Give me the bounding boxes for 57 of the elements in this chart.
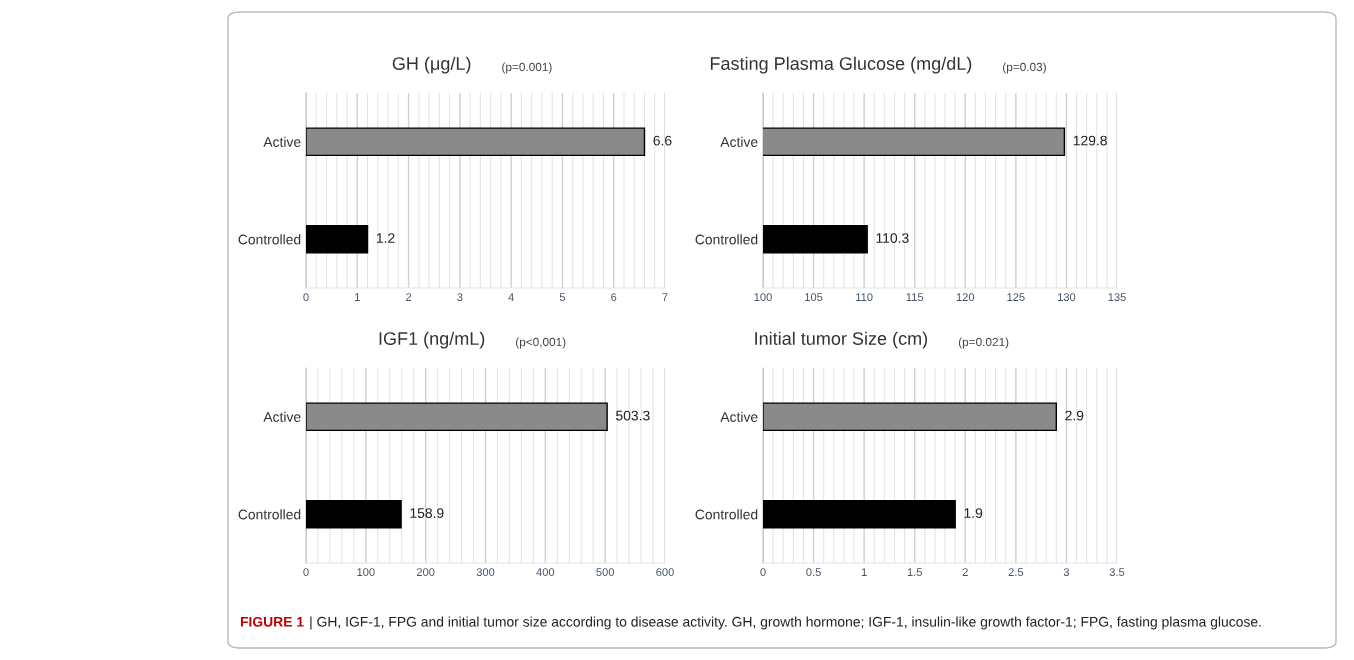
- chart-title: Fasting Plasma Glucose (mg/dL): [710, 56, 972, 74]
- text: (p=0.021): [958, 337, 1009, 349]
- x-tick-label: 0: [303, 568, 309, 577]
- text: (p=0.03): [1003, 62, 1046, 74]
- x-tick-label: 2.5: [1008, 568, 1024, 577]
- y-tick-label: Controlled: [238, 234, 301, 245]
- y-tick-label: Active: [720, 136, 758, 147]
- x-tick-label: 1.5: [907, 568, 922, 577]
- text: (p<0,001): [516, 337, 566, 349]
- x-tick-label: 3.5: [1109, 568, 1125, 577]
- x-tick-label: 400: [536, 568, 555, 577]
- x-tick-label: 0.5: [806, 568, 821, 577]
- chart-title: IGF1 (ng/mL): [379, 331, 485, 349]
- x-tick-label: 0: [303, 293, 309, 302]
- x-tick-label: 0: [760, 568, 766, 577]
- x-tick-label: 600: [656, 568, 674, 577]
- y-tick-label: Controlled: [695, 509, 758, 520]
- x-tick-label: 500: [596, 568, 614, 577]
- y-tick-label: Active: [720, 411, 758, 422]
- data-label: 503.3: [616, 410, 650, 421]
- x-tick-label: 6: [611, 293, 617, 302]
- x-tick-label: 2: [406, 293, 412, 301]
- x-tick-label: 4: [508, 293, 514, 301]
- x-tick-label: 105: [805, 293, 823, 302]
- x-tick-label: 1: [861, 568, 867, 576]
- text: | GH, IGF-1, FPG and initial tumor size according to disease activity. GH, growth hormone; IGF-1, insulin-like growth factor-1; FPG, fasting plasma glucose.: [310, 616, 1261, 630]
- data-label: 6.6: [653, 135, 672, 146]
- x-tick-label: 200: [416, 568, 435, 577]
- x-tick-label: 100: [357, 568, 375, 577]
- x-tick-label: 3: [1063, 568, 1070, 577]
- caption: FIGURE 1: [240, 616, 304, 627]
- data-label: 1.9: [964, 508, 983, 518]
- chart-title: GH (μg/L): [392, 56, 471, 74]
- x-tick-label: 130: [1058, 293, 1076, 302]
- y-tick-label: Active: [263, 411, 301, 422]
- y-tick-label: Active: [263, 136, 301, 147]
- x-tick-label: 100: [754, 293, 772, 302]
- x-tick-label: 2: [962, 568, 968, 576]
- x-tick-label: 120: [956, 293, 975, 302]
- y-tick-label: Controlled: [695, 234, 758, 245]
- x-tick-label: 7: [662, 293, 668, 301]
- data-label: 2.9: [1065, 410, 1084, 421]
- x-tick-label: 125: [1007, 293, 1025, 302]
- data-label: 110.3: [876, 233, 909, 243]
- x-tick-label: 115: [906, 293, 924, 302]
- x-tick-label: 3: [457, 293, 463, 302]
- x-tick-label: 135: [1108, 293, 1126, 302]
- x-tick-label: 300: [476, 568, 495, 577]
- data-label: 158.9: [410, 508, 444, 518]
- x-tick-label: 110: [856, 293, 873, 302]
- chart-title: Initial tumor Size (cm): [755, 331, 928, 349]
- x-tick-label: 1: [355, 293, 360, 301]
- x-tick-label: 5: [559, 293, 566, 302]
- data-label: 1.2: [376, 233, 395, 243]
- text: (p=0.001): [502, 62, 552, 74]
- y-tick-label: Controlled: [238, 509, 301, 520]
- data-label: 129.8: [1073, 135, 1107, 146]
